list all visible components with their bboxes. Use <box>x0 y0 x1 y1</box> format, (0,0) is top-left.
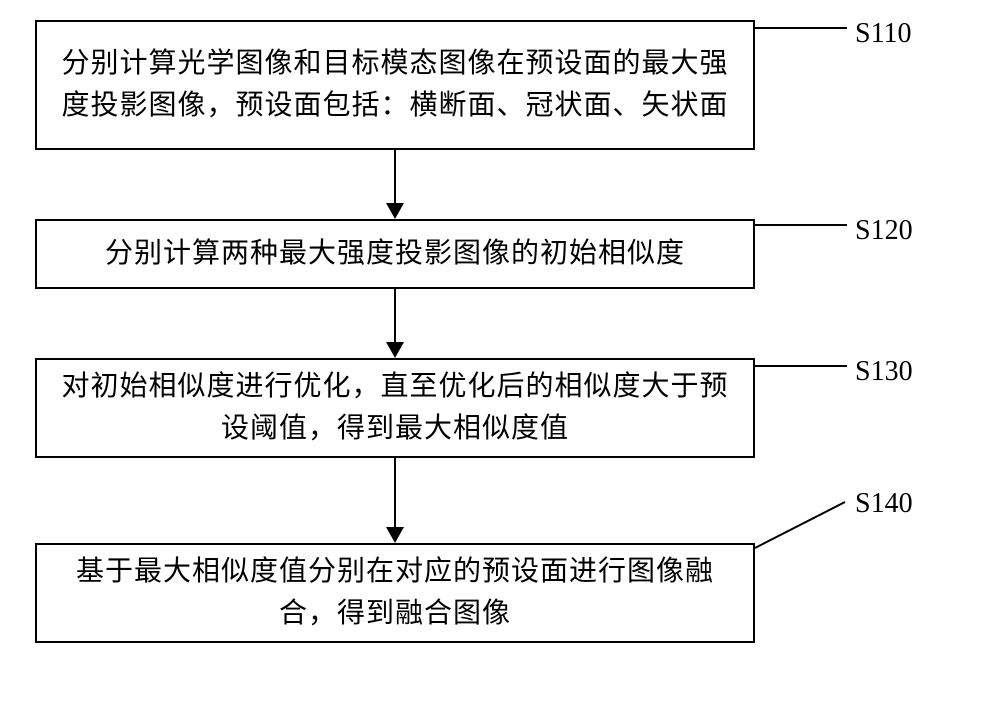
leader-s110 <box>755 27 847 29</box>
step-label-s110: S110 <box>855 18 912 50</box>
flowchart-canvas: 分别计算光学图像和目标模态图像在预设面的最大强度投影图像，预设面包括：横断面、冠… <box>0 0 1000 727</box>
arrow-s110-s120 <box>394 150 396 203</box>
step-box-s140: 基于最大相似度值分别在对应的预设面进行图像融合，得到融合图像 <box>35 543 755 643</box>
arrow-head-s130-s140 <box>386 527 404 543</box>
step-label-s120: S120 <box>855 215 913 247</box>
arrow-s120-s130 <box>394 289 396 342</box>
step-box-s130: 对初始相似度进行优化，直至优化后的相似度大于预设阈值，得到最大相似度值 <box>35 358 755 458</box>
step-box-s120: 分别计算两种最大强度投影图像的初始相似度 <box>35 219 755 289</box>
step-text-s130: 对初始相似度进行优化，直至优化后的相似度大于预设阈值，得到最大相似度值 <box>49 366 741 450</box>
leader-s130 <box>755 365 847 367</box>
step-text-s140: 基于最大相似度值分别在对应的预设面进行图像融合，得到融合图像 <box>49 551 741 635</box>
leader-s120 <box>755 224 847 226</box>
arrow-s130-s140 <box>394 458 396 527</box>
step-box-s110: 分别计算光学图像和目标模态图像在预设面的最大强度投影图像，预设面包括：横断面、冠… <box>35 20 755 150</box>
arrow-head-s120-s130 <box>386 342 404 358</box>
step-text-s120: 分别计算两种最大强度投影图像的初始相似度 <box>105 233 685 275</box>
step-label-s140: S140 <box>855 488 913 520</box>
step-text-s110: 分别计算光学图像和目标模态图像在预设面的最大强度投影图像，预设面包括：横断面、冠… <box>49 43 741 127</box>
leader-s140 <box>755 498 850 553</box>
arrow-head-s110-s120 <box>386 203 404 219</box>
step-label-s130: S130 <box>855 356 913 388</box>
